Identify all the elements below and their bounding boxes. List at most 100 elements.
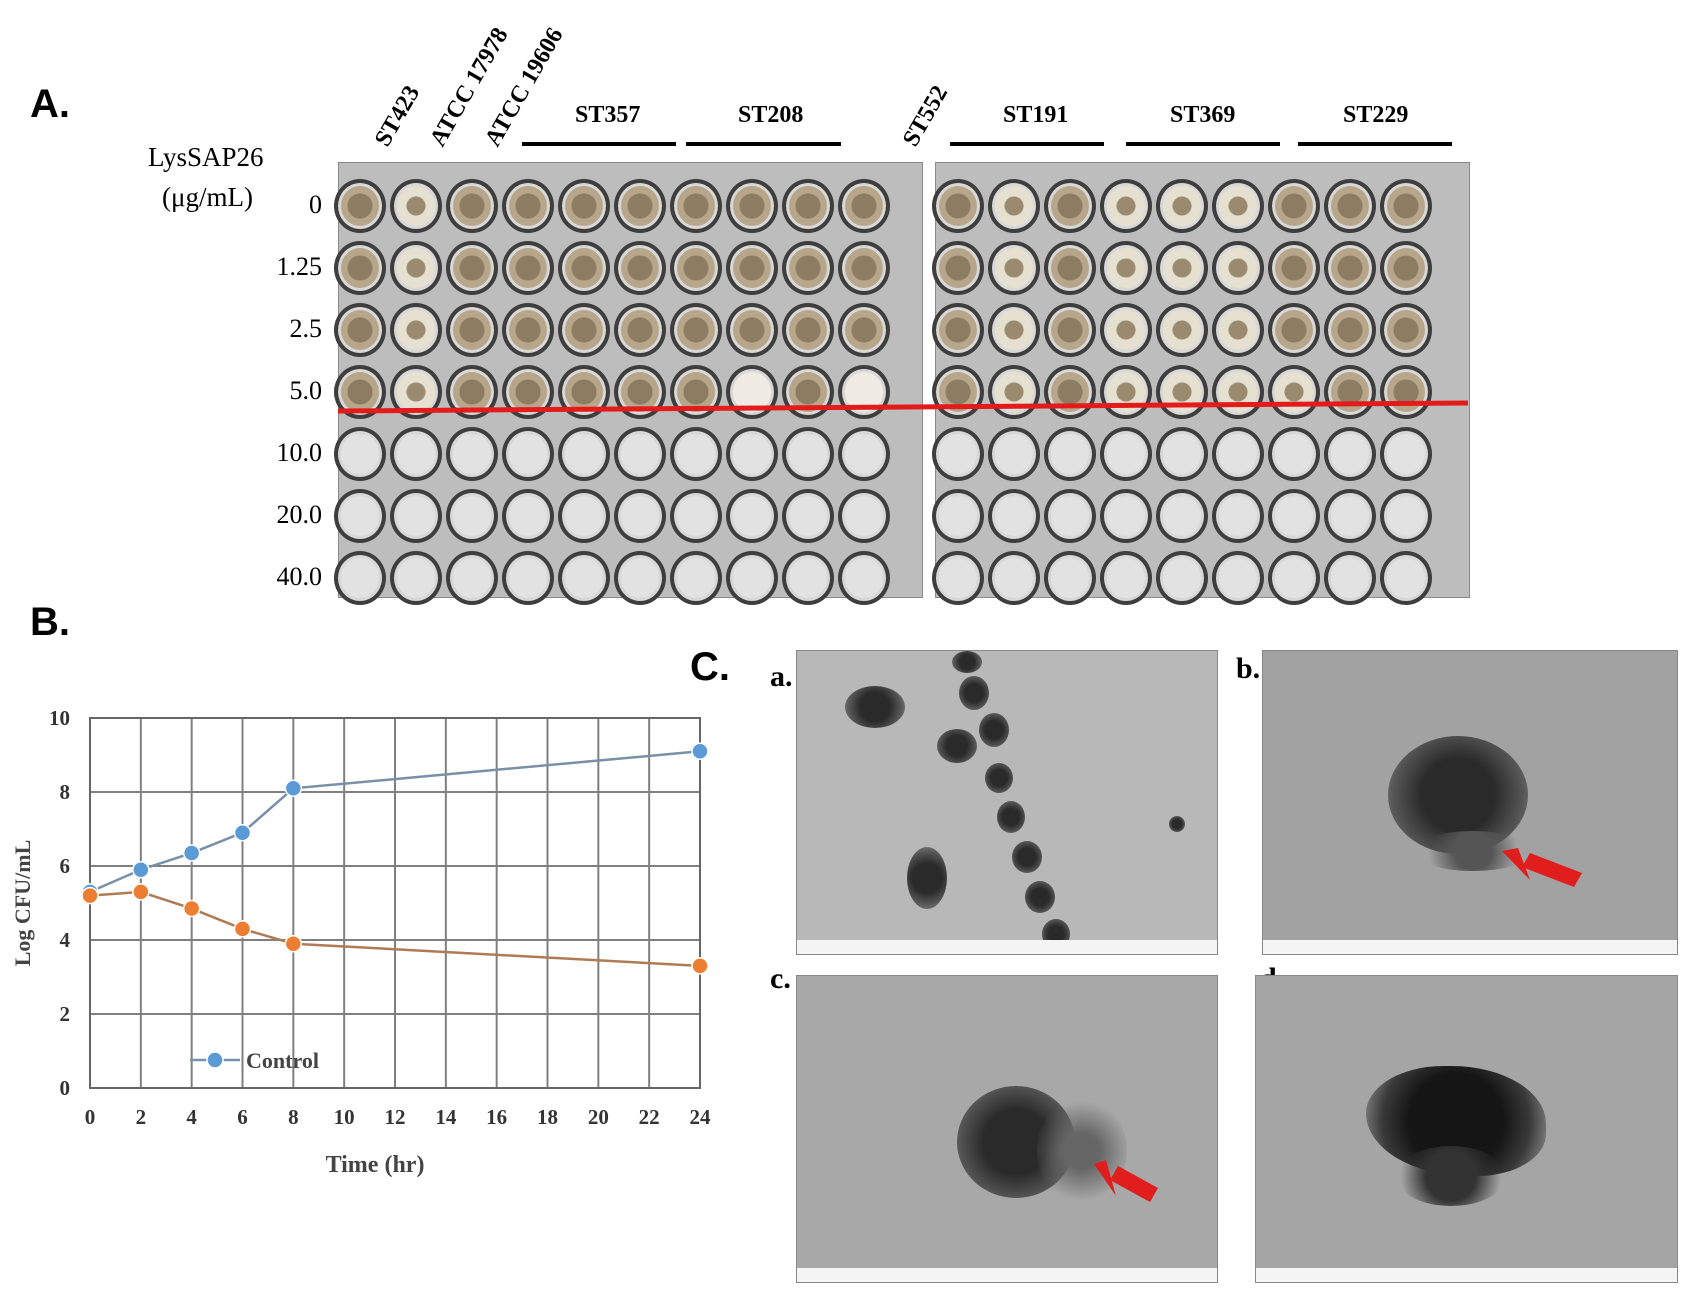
- series-point-1: [233, 920, 252, 938]
- plate-well: [1100, 241, 1152, 295]
- legend-label: Control: [246, 1048, 319, 1073]
- plate-well: [726, 489, 778, 543]
- plate-well: [782, 489, 834, 543]
- plate-well: [988, 365, 1040, 419]
- plate-well: [1044, 241, 1096, 295]
- plate-well: [1268, 241, 1320, 295]
- plate-well: [1324, 489, 1376, 543]
- tem-image-d: [1255, 975, 1678, 1283]
- red-arrow-b: [1502, 848, 1582, 887]
- plate-well: [614, 241, 666, 295]
- plate-well: [614, 489, 666, 543]
- series-point-0: [284, 779, 303, 798]
- panel-b-label: B.: [30, 600, 70, 644]
- tem-image-a: [796, 650, 1218, 955]
- plate-well: [334, 303, 386, 357]
- plate-well: [1212, 489, 1264, 543]
- panel-a-label: A.: [30, 82, 70, 126]
- x-tick-label: 14: [435, 1105, 457, 1129]
- plate-well: [670, 179, 722, 233]
- plate-well: [1100, 427, 1152, 481]
- plate-well: [558, 489, 610, 543]
- plate-well: [1380, 427, 1432, 481]
- plate-well: [558, 303, 610, 357]
- plate-well: [446, 427, 498, 481]
- conc-title: LysSAP26: [148, 142, 264, 172]
- plate-well: [446, 179, 498, 233]
- conc-label: 1.25: [276, 252, 323, 281]
- plate-well: [446, 303, 498, 357]
- group-label-st229: ST229: [1343, 102, 1409, 128]
- plate-well: [726, 551, 778, 605]
- plate-well: [1268, 179, 1320, 233]
- red-arrow-c: [1094, 1160, 1158, 1202]
- series-point-1: [284, 934, 303, 953]
- tem-label-a: a.: [770, 660, 793, 693]
- plate-well: [1044, 551, 1096, 605]
- y-tick-label: 10: [49, 706, 70, 730]
- conc-unit: (μg/mL): [162, 182, 253, 212]
- plate-well: [502, 551, 554, 605]
- conc-label: 20.0: [276, 500, 323, 529]
- plate-well: [1324, 551, 1376, 605]
- plate-well: [334, 489, 386, 543]
- plate-well: [1212, 241, 1264, 295]
- x-tick-label: 4: [186, 1105, 197, 1129]
- series-point-0: [132, 860, 150, 879]
- plate-well: [390, 303, 442, 357]
- y-tick-label: 4: [60, 928, 71, 952]
- plate-well: [838, 179, 890, 233]
- plate-well: [390, 241, 442, 295]
- plate-well: [390, 489, 442, 543]
- plate-well: [1380, 365, 1432, 419]
- plate-well: [1268, 489, 1320, 543]
- series-point-0: [233, 823, 252, 842]
- plate-well: [1268, 427, 1320, 481]
- group-bar-st208: [686, 142, 841, 146]
- plate-well: [558, 427, 610, 481]
- plate-well: [614, 427, 666, 481]
- plate-well: [932, 303, 984, 357]
- x-axis-label: Time (hr): [326, 1152, 425, 1178]
- plate-well: [1156, 427, 1208, 481]
- plate-well: [1380, 551, 1432, 605]
- series-point-1: [182, 899, 201, 918]
- plate-well: [988, 489, 1040, 543]
- group-label-st208: ST208: [738, 102, 804, 128]
- plate-well: [782, 303, 834, 357]
- plate-well: [1100, 489, 1152, 543]
- plate-well: [670, 427, 722, 481]
- series-point-0: [691, 742, 709, 761]
- plate-well: [1044, 179, 1096, 233]
- plate-well: [1380, 303, 1432, 357]
- x-tick-label: 16: [486, 1105, 507, 1129]
- group-label-st369: ST369: [1170, 102, 1236, 128]
- group-bar-st191: [950, 142, 1104, 146]
- mic-line: [337, 400, 1469, 414]
- plate-well: [838, 489, 890, 543]
- legend-marker: [206, 1051, 224, 1069]
- plate-well: [1044, 303, 1096, 357]
- plate-well: [334, 179, 386, 233]
- group-bar-st229: [1298, 142, 1452, 146]
- plate-well: [1156, 303, 1208, 357]
- plate-well: [932, 179, 984, 233]
- x-tick-label: 2: [136, 1105, 147, 1129]
- plate-well: [1156, 179, 1208, 233]
- plate-well: [932, 427, 984, 481]
- plate-well: [614, 303, 666, 357]
- plate-well: [838, 303, 890, 357]
- group-bar-st369: [1126, 142, 1280, 146]
- plate-well: [334, 427, 386, 481]
- plate-well: [838, 241, 890, 295]
- plate-well: [782, 241, 834, 295]
- plate-well: [614, 179, 666, 233]
- plate-well: [1212, 551, 1264, 605]
- plate-well: [988, 427, 1040, 481]
- plate-well: [1044, 489, 1096, 543]
- plate-well: [502, 427, 554, 481]
- panel-c-label: C.: [690, 645, 730, 689]
- plate-well: [558, 241, 610, 295]
- series-line-0: [89, 750, 701, 894]
